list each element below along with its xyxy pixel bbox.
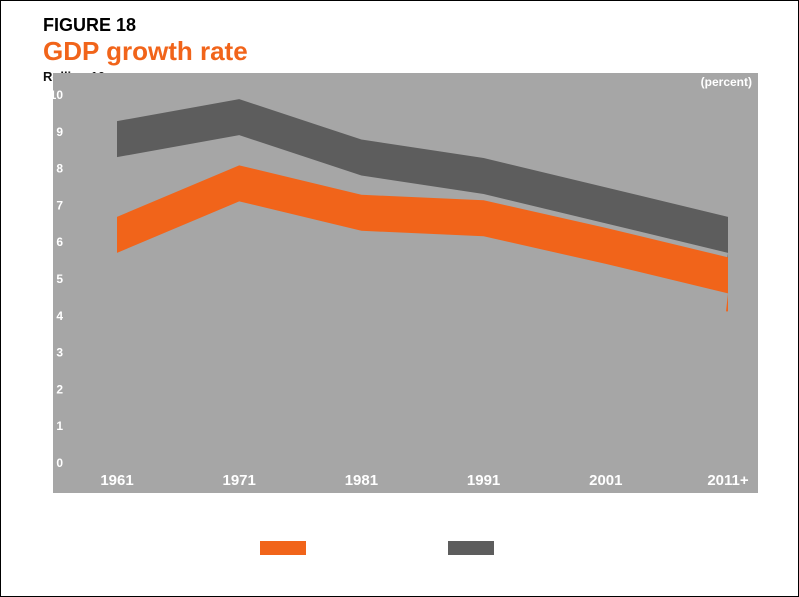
chart-plot-area: (percent) 0 1 2 3 4 5 6 7 8 9 10 1961 1971 1981 1991 20…	[53, 73, 758, 493]
svg-text:1971: 1971	[223, 472, 256, 489]
svg-text:7: 7	[56, 198, 63, 212]
svg-text:6: 6	[56, 235, 63, 249]
y-axis-label: (percent)	[701, 75, 752, 89]
svg-text:4: 4	[56, 309, 63, 323]
figure-number: FIGURE 18	[43, 15, 248, 36]
legend-label: World	[316, 539, 358, 556]
svg-text:2: 2	[56, 382, 63, 396]
chart-svg: 0 1 2 3 4 5 6 7 8 9 10 1961 1971 1981 1991 2001 2011+	[53, 73, 758, 493]
chart-title: GDP growth rate	[43, 36, 248, 67]
svg-text:2001: 2001	[589, 472, 622, 489]
svg-text:1981: 1981	[345, 472, 378, 489]
legend-swatch	[260, 541, 306, 555]
legend-item-world: World	[260, 539, 358, 556]
legend: World India	[1, 539, 798, 556]
svg-text:8: 8	[56, 162, 63, 176]
svg-text:5: 5	[56, 272, 63, 286]
svg-text:10: 10	[53, 88, 63, 102]
svg-text:1: 1	[56, 419, 63, 433]
svg-text:1991: 1991	[467, 472, 500, 489]
svg-text:9: 9	[56, 125, 63, 139]
svg-text:1961: 1961	[100, 472, 133, 489]
legend-swatch	[448, 541, 494, 555]
svg-text:0: 0	[56, 456, 63, 470]
legend-label: India	[504, 539, 539, 556]
svg-text:2011+: 2011+	[707, 472, 749, 489]
legend-item-india: India	[448, 539, 539, 556]
svg-text:3: 3	[56, 346, 63, 360]
